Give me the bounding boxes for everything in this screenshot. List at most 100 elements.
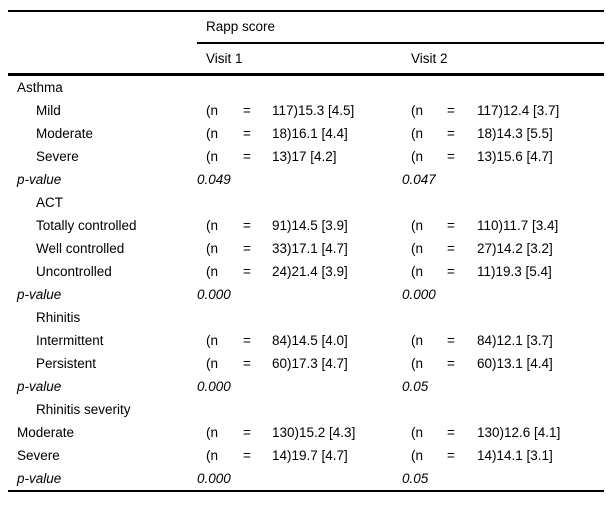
data-row-well-controlled: Well controlled (n = 33)17.1 [4.7] (n = …	[8, 237, 604, 260]
n-open-text: (n	[206, 355, 219, 371]
visit-header-row: Visit 1 Visit 2	[8, 43, 605, 76]
section-row-act: ACT	[8, 191, 604, 214]
visit1-pvalue: 0.000	[197, 286, 231, 302]
row-label: Uncontrolled	[36, 263, 112, 279]
equals-sign: =	[447, 424, 455, 440]
visit2-value: 11)19.3 [5.4]	[477, 263, 552, 279]
n-open-text: (n	[411, 102, 424, 118]
n-open-text: (n	[206, 148, 219, 164]
empty-cell	[197, 398, 604, 421]
visit1-value: 91)14.5 [3.9]	[272, 217, 348, 233]
n-open-text: (n	[206, 447, 219, 463]
row-label: Rhinitis	[36, 309, 81, 325]
equals-sign: =	[243, 424, 251, 440]
pvalue-row-asthma: p-value 0.049 0.047	[8, 168, 604, 191]
row-label: Totally controlled	[36, 217, 137, 233]
equals-sign: =	[243, 217, 251, 233]
n-open-text: (n	[206, 332, 219, 348]
n-open-text: (n	[411, 447, 424, 463]
rapp-score-table: Rapp score Visit 1 Visit 2 Asthma Mild (…	[8, 10, 605, 492]
data-row-moderate-severity: Moderate (n = 130)15.2 [4.3] (n = 130)12…	[8, 421, 604, 444]
row-label: Moderate	[17, 424, 75, 440]
pvalue-row-rhinitis-severity: p-value 0.000 0.05	[8, 467, 604, 491]
row-label: p-value	[17, 470, 62, 486]
visit2-value: 18)14.3 [5.5]	[477, 125, 553, 141]
equals-sign: =	[447, 355, 455, 371]
n-open-text: (n	[411, 263, 424, 279]
visit1-pvalue: 0.049	[197, 171, 231, 187]
data-row-persistent: Persistent (n = 60)17.3 [4.7] (n = 60)13…	[8, 352, 604, 375]
equals-sign: =	[447, 263, 455, 279]
row-label: Asthma	[17, 79, 63, 95]
equals-sign: =	[243, 240, 251, 256]
visit1-value: 117)15.3 [4.5]	[272, 102, 355, 118]
visit2-value: 60)13.1 [4.4]	[477, 355, 553, 371]
equals-sign: =	[243, 148, 251, 164]
visit2-value: 117)12.4 [3.7]	[477, 102, 560, 118]
n-open-text: (n	[206, 424, 219, 440]
row-label: Moderate	[36, 125, 94, 141]
section-row-rhinitis-severity: Rhinitis severity	[8, 398, 604, 421]
data-row-severe: Severe (n = 13)17 [4.2] (n = 13)15.6 [4.…	[8, 145, 604, 168]
visit1-value: 33)17.1 [4.7]	[272, 240, 348, 256]
visit2-pvalue: 0.05	[402, 378, 429, 394]
row-label: Severe	[36, 148, 79, 164]
equals-sign: =	[447, 332, 455, 348]
visit1-value: 60)17.3 [4.7]	[272, 355, 348, 371]
visit1-value: 84)14.5 [4.0]	[272, 332, 348, 348]
visit2-value: 13)15.6 [4.7]	[477, 148, 553, 164]
n-open-text: (n	[411, 125, 424, 141]
visit2-value: 84)12.1 [3.7]	[477, 332, 553, 348]
equals-sign: =	[243, 263, 251, 279]
row-label: Intermittent	[36, 332, 104, 348]
visit2-pvalue: 0.05	[402, 470, 429, 486]
visit2-value: 14)14.1 [3.1]	[477, 447, 553, 463]
visit2-pvalue: 0.047	[402, 171, 436, 187]
n-open-text: (n	[411, 148, 424, 164]
equals-sign: =	[447, 125, 455, 141]
empty-cell	[197, 306, 604, 329]
row-label: p-value	[17, 378, 62, 394]
data-row-moderate: Moderate (n = 18)16.1 [4.4] (n = 18)14.3…	[8, 122, 604, 145]
n-open-text: (n	[206, 125, 219, 141]
section-row-asthma: Asthma	[8, 75, 604, 100]
table-body: Asthma Mild (n = 117)15.3 [4.5] (n = 117…	[8, 75, 604, 492]
row-label: p-value	[17, 171, 62, 187]
empty-cell	[197, 191, 604, 214]
equals-sign: =	[447, 217, 455, 233]
n-open-text: (n	[411, 424, 424, 440]
equals-sign: =	[243, 102, 251, 118]
visit1-value: 18)16.1 [4.4]	[272, 125, 348, 141]
n-open-text: (n	[206, 263, 219, 279]
visit1-value: 24)21.4 [3.9]	[272, 263, 348, 279]
equals-sign: =	[447, 447, 455, 463]
group-header-label: Rapp score	[197, 11, 605, 44]
group-header-row: Rapp score	[8, 11, 605, 44]
visit2-value: 130)12.6 [4.1]	[477, 424, 561, 440]
n-open-text: (n	[411, 217, 424, 233]
visit1-pvalue: 0.000	[197, 470, 231, 486]
equals-sign: =	[243, 332, 251, 348]
visit2-pvalue: 0.000	[402, 286, 436, 302]
row-label: Severe	[17, 447, 60, 463]
row-label: Mild	[36, 102, 61, 118]
visit1-value: 14)19.7 [4.7]	[272, 447, 348, 463]
equals-sign: =	[243, 355, 251, 371]
visit2-column-header: Visit 2	[402, 43, 605, 76]
row-label: ACT	[36, 194, 63, 210]
pvalue-row-rhinitis: p-value 0.000 0.05	[8, 375, 604, 398]
equals-sign: =	[447, 102, 455, 118]
equals-sign: =	[243, 447, 251, 463]
n-open-text: (n	[411, 240, 424, 256]
section-row-rhinitis: Rhinitis	[8, 306, 604, 329]
visit1-value: 130)15.2 [4.3]	[272, 424, 356, 440]
data-row-mild: Mild (n = 117)15.3 [4.5] (n = 117)12.4 […	[8, 99, 604, 122]
visit1-pvalue: 0.000	[197, 378, 231, 394]
row-label: Well controlled	[36, 240, 125, 256]
row-label: p-value	[17, 286, 62, 302]
visit2-value: 27)14.2 [3.2]	[477, 240, 553, 256]
row-label: Rhinitis severity	[36, 401, 131, 417]
visit1-value: 13)17 [4.2]	[272, 148, 337, 164]
n-open-text: (n	[411, 355, 424, 371]
empty-corner-cell	[8, 11, 197, 43]
